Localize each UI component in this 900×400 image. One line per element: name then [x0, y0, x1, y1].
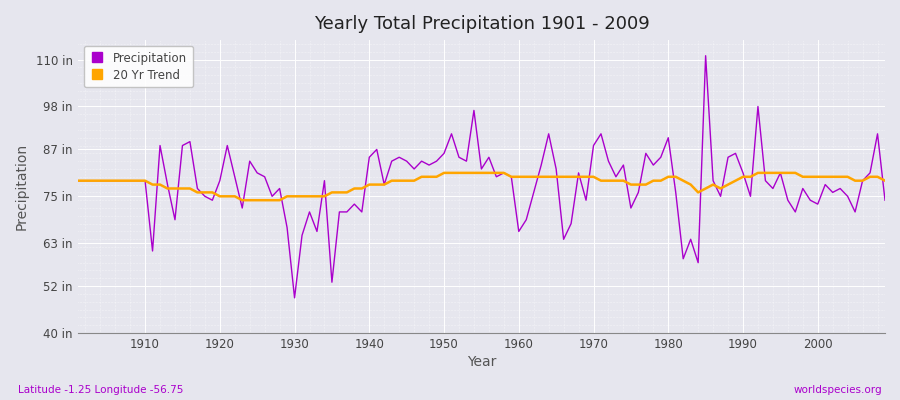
Text: Latitude -1.25 Longitude -56.75: Latitude -1.25 Longitude -56.75 [18, 385, 184, 395]
X-axis label: Year: Year [467, 355, 496, 369]
Title: Yearly Total Precipitation 1901 - 2009: Yearly Total Precipitation 1901 - 2009 [313, 15, 649, 33]
Y-axis label: Precipitation: Precipitation [15, 143, 29, 230]
Text: worldspecies.org: worldspecies.org [794, 385, 882, 395]
Legend: Precipitation, 20 Yr Trend: Precipitation, 20 Yr Trend [84, 46, 194, 88]
